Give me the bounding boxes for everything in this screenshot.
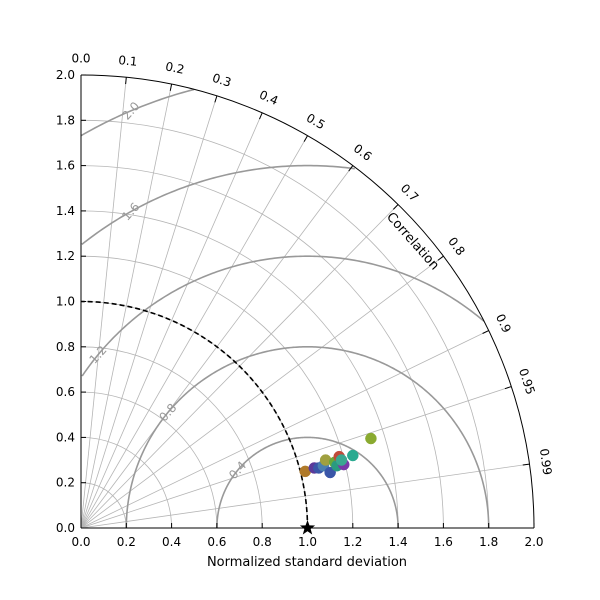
- correlation-tick-label-0.99: 0.99: [537, 448, 555, 476]
- y-tick-label: 0.8: [56, 340, 75, 354]
- y-tick-label: 1.8: [56, 113, 75, 127]
- correlation-tick-label-0.9: 0.9: [493, 312, 514, 335]
- rms-contour-2.0: [80, 88, 195, 137]
- correlation-tick-label-0.0: 0.0: [71, 52, 90, 66]
- correlation-tick: [214, 95, 218, 103]
- correlation-tick: [522, 463, 530, 466]
- x-tick-label: 1.6: [434, 535, 453, 549]
- correlation-tick-label-0.2: 0.2: [164, 59, 186, 77]
- std-gridline: [80, 437, 172, 529]
- correlation-tick-label-0.7: 0.7: [398, 181, 421, 204]
- y-tick-label: 0.4: [56, 430, 75, 444]
- data-point-11: [335, 454, 348, 466]
- outer-arc: [80, 74, 535, 529]
- std-gridline: [80, 165, 444, 529]
- std-gridline: [80, 482, 127, 529]
- correlation-tick: [169, 84, 173, 91]
- correlation-tick: [259, 112, 263, 120]
- rms-contour-0.8: [125, 345, 490, 529]
- y-tick-label: 1.2: [56, 249, 75, 263]
- correlation-tick: [303, 135, 308, 142]
- reference-star-marker: [299, 520, 316, 535]
- x-tick-label: 0.8: [253, 535, 272, 549]
- y-tick-label: 0.6: [56, 385, 75, 399]
- y-tick-label: 1.4: [56, 204, 75, 218]
- std-gridline: [80, 210, 399, 529]
- x-tick-label: 0.0: [71, 535, 90, 549]
- correlation-tick: [504, 386, 512, 390]
- y-tick-label: 0.2: [56, 476, 75, 490]
- correlation-tick-label-0.6: 0.6: [351, 141, 375, 164]
- x-tick-label: 0.6: [207, 535, 226, 549]
- x-tick-label: 0.2: [117, 535, 136, 549]
- rms-contours: 0.40.81.21.62.0: [80, 88, 490, 529]
- rms-contour-1.2: [81, 255, 485, 377]
- x-axis-label: Normalized standard deviation: [207, 555, 407, 570]
- rms-contour-label-1.6: 1.6: [119, 200, 142, 224]
- correlation-tick-label-0.1: 0.1: [118, 53, 138, 69]
- correlation-tick: [392, 204, 399, 210]
- x-tick-label: 2.0: [524, 535, 543, 549]
- std-gridline: [80, 391, 218, 529]
- correlation-tick-label-0.3: 0.3: [211, 71, 233, 90]
- correlation-tick: [348, 165, 354, 172]
- correlation-tick-label-0.8: 0.8: [445, 235, 468, 259]
- rms-contour-label-2.0: 2.0: [119, 99, 142, 123]
- correlation-tick: [437, 255, 444, 261]
- x-tick-label: 1.2: [343, 535, 362, 549]
- correlation-tick-label-0.95: 0.95: [516, 367, 538, 397]
- correlation-tick: [482, 330, 489, 334]
- y-tick-label: 1.6: [56, 159, 75, 173]
- data-point-13: [365, 432, 377, 445]
- y-tick-label: 1.0: [56, 295, 75, 309]
- rms-contour-1.6: [81, 164, 355, 246]
- x-tick-label: 1.4: [389, 535, 408, 549]
- x-tick-label: 1.8: [479, 535, 498, 549]
- data-points: [299, 432, 377, 535]
- std-gridline: [80, 255, 354, 529]
- x-tick-label: 1.0: [298, 535, 317, 549]
- data-point-12: [347, 449, 359, 462]
- reference-std-arc: [80, 300, 309, 529]
- x-tick-label: 0.4: [162, 535, 181, 549]
- y-tick-label: 0.0: [56, 521, 75, 535]
- correlation-tick-label-0.4: 0.4: [257, 88, 280, 108]
- rms-contour-0.4: [216, 436, 399, 528]
- y-tick-label: 2.0: [56, 68, 75, 82]
- std-gridline: [80, 119, 490, 529]
- correlation-tick-label-0.5: 0.5: [304, 111, 328, 133]
- correlation-tick: [125, 77, 127, 85]
- std-gridline: [80, 346, 263, 529]
- grid-layer: [80, 77, 530, 529]
- diagram-frame: [80, 74, 535, 529]
